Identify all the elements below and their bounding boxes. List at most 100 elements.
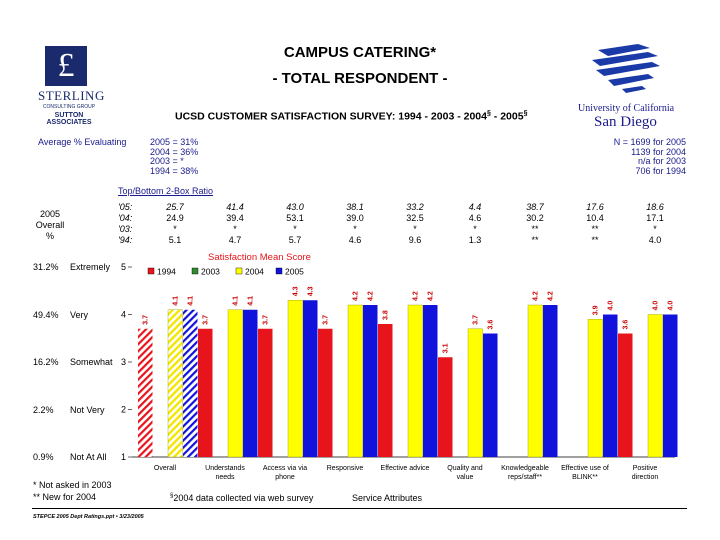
x-tick-label: Knowledgeable — [501, 465, 549, 472]
avg-value: 2003 = * — [150, 156, 184, 166]
ratio-value: ** — [531, 224, 539, 234]
bar-1994 — [438, 357, 453, 457]
x-axis-title: Service Attributes — [352, 493, 423, 503]
y-tick-label: 5 — [121, 262, 126, 272]
ratio-value: 4.6 — [348, 235, 362, 245]
bar-1994 — [618, 333, 633, 457]
ratio-value: 39.0 — [346, 213, 364, 223]
ratio-value: 43.0 — [286, 202, 304, 212]
bar-value-label: 3.6 — [488, 320, 495, 330]
ratio-year: '05: — [118, 202, 133, 212]
ratio-value: 38.7 — [526, 202, 544, 212]
bar-2005 — [183, 309, 198, 457]
y-tick-label: 3 — [121, 357, 126, 367]
bar-2005 — [423, 305, 438, 457]
footer-rule — [32, 508, 687, 509]
bar-value-label: 4.3 — [308, 286, 315, 296]
x-tick-label: BLINK** — [572, 474, 598, 481]
y-tick-label: 1 — [121, 452, 126, 462]
ratio-value: 17.1 — [646, 213, 664, 223]
bar-value-label: 3.8 — [383, 310, 390, 320]
bar-value-label: 4.1 — [188, 296, 195, 306]
ratio-value: 4.4 — [468, 202, 482, 212]
x-tick-label: Effective use of — [561, 465, 609, 472]
bar-1994 — [378, 324, 393, 457]
sample-sizes: N = 1699 for 2005 1139 for 2004 n/a for … — [613, 137, 686, 176]
sample-size: 706 for 1994 — [635, 165, 686, 176]
sample-size: N = 1699 for 2005 — [613, 137, 686, 147]
sterling-logo-line3: SUTTON — [54, 112, 84, 119]
bar-value-label: 4.0 — [668, 301, 675, 311]
survey-title-text: UCSD CUSTOMER SATISFACTION SURVEY: 1994 … — [175, 110, 487, 123]
bar-value-label: 4.2 — [533, 291, 540, 301]
sample-size: 1139 for 2004 — [631, 146, 686, 157]
ucsd-logo: University of California San Diego — [578, 40, 686, 131]
bar-value-label: 3.7 — [323, 315, 330, 325]
bar-value-label: 3.7 — [143, 315, 150, 325]
legend-label: 2003 — [201, 267, 220, 277]
bar-2004 — [227, 309, 243, 458]
footnote-new: ** New for 2004 — [33, 492, 97, 502]
bar-value-label: 4.2 — [353, 291, 360, 301]
scale-percent: 31.2% — [33, 262, 59, 272]
ratio-year: '03: — [118, 224, 133, 234]
bar-2004 — [527, 304, 543, 458]
x-tick-label: phone — [275, 474, 295, 481]
ratio-title: Top/Bottom 2-Box Ratio — [118, 186, 214, 196]
bar-1994 — [318, 328, 333, 457]
footnote-web: §2004 data collected via web survey — [170, 493, 313, 503]
bar-value-label: 4.1 — [248, 296, 255, 306]
ratio-value: 39.4 — [226, 213, 244, 223]
overall-label: 2005 Overall % — [30, 209, 70, 242]
ucsd-logo-line1: University of California — [578, 103, 675, 114]
survey-title-mid: - 2005 — [490, 110, 524, 123]
bar-value-label: 3.7 — [203, 315, 210, 325]
avg-label: Average % Evaluating — [38, 137, 127, 147]
x-tick-label: reps/staff** — [508, 474, 542, 481]
legend-swatch — [275, 267, 283, 275]
ratio-year: '94: — [118, 235, 133, 245]
overall-label-line: % — [45, 231, 54, 241]
bar-2005 — [603, 314, 618, 457]
scale-label: Extremely — [70, 262, 111, 272]
ratio-value: * — [653, 224, 657, 234]
x-tick-label: value — [457, 474, 474, 481]
bar-value-label: 3.6 — [623, 320, 630, 330]
y-tick-label: 2 — [121, 405, 126, 415]
ratio-value: 4.7 — [228, 235, 242, 245]
ratio-value: ** — [591, 235, 599, 245]
x-tick-label: Access via via — [263, 465, 307, 472]
bar-value-label: 4.3 — [293, 286, 300, 296]
ratio-value: 5.7 — [288, 235, 302, 245]
sample-size: n/a for 2003 — [637, 156, 686, 166]
bar-2005 — [663, 314, 678, 457]
bar-2004 — [407, 304, 423, 458]
legend-label: 2004 — [245, 267, 264, 277]
bar-value-label: 4.1 — [233, 296, 240, 306]
ratio-value: 9.6 — [408, 235, 422, 245]
bar-2004 — [587, 319, 603, 458]
bar-value-label: 3.9 — [593, 305, 600, 315]
ratio-value: 10.4 — [586, 213, 604, 223]
bar-value-label: 3.7 — [473, 315, 480, 325]
ratio-value: 33.2 — [406, 202, 424, 212]
ratio-value: 30.2 — [526, 213, 544, 223]
bar-value-label: 3.1 — [443, 343, 450, 353]
avg-value: 1994 = 38% — [150, 165, 199, 176]
scale-percent: 2.2% — [33, 404, 54, 415]
footnote-web-text: 2004 data collected via web survey — [173, 493, 314, 503]
bar-2005 — [243, 309, 258, 457]
ratio-value: * — [353, 224, 357, 234]
bar-1994 — [138, 328, 153, 457]
ratio-value: 5.1 — [168, 235, 182, 245]
x-tick-label: direction — [632, 474, 659, 481]
survey-title: UCSD CUSTOMER SATISFACTION SURVEY: 1994 … — [175, 110, 528, 123]
sterling-logo-mark: £ — [45, 46, 87, 86]
sterling-logo-sub: CONSULTING GROUP — [42, 104, 96, 110]
scale-percent: 49.4% — [33, 309, 59, 320]
x-tick-label: Effective advice — [381, 465, 430, 472]
x-tick-label: Understands — [205, 465, 245, 472]
ratio-value: 24.9 — [166, 213, 184, 223]
ratio-value: 4.6 — [468, 213, 482, 223]
ratio-value: ** — [531, 235, 539, 245]
